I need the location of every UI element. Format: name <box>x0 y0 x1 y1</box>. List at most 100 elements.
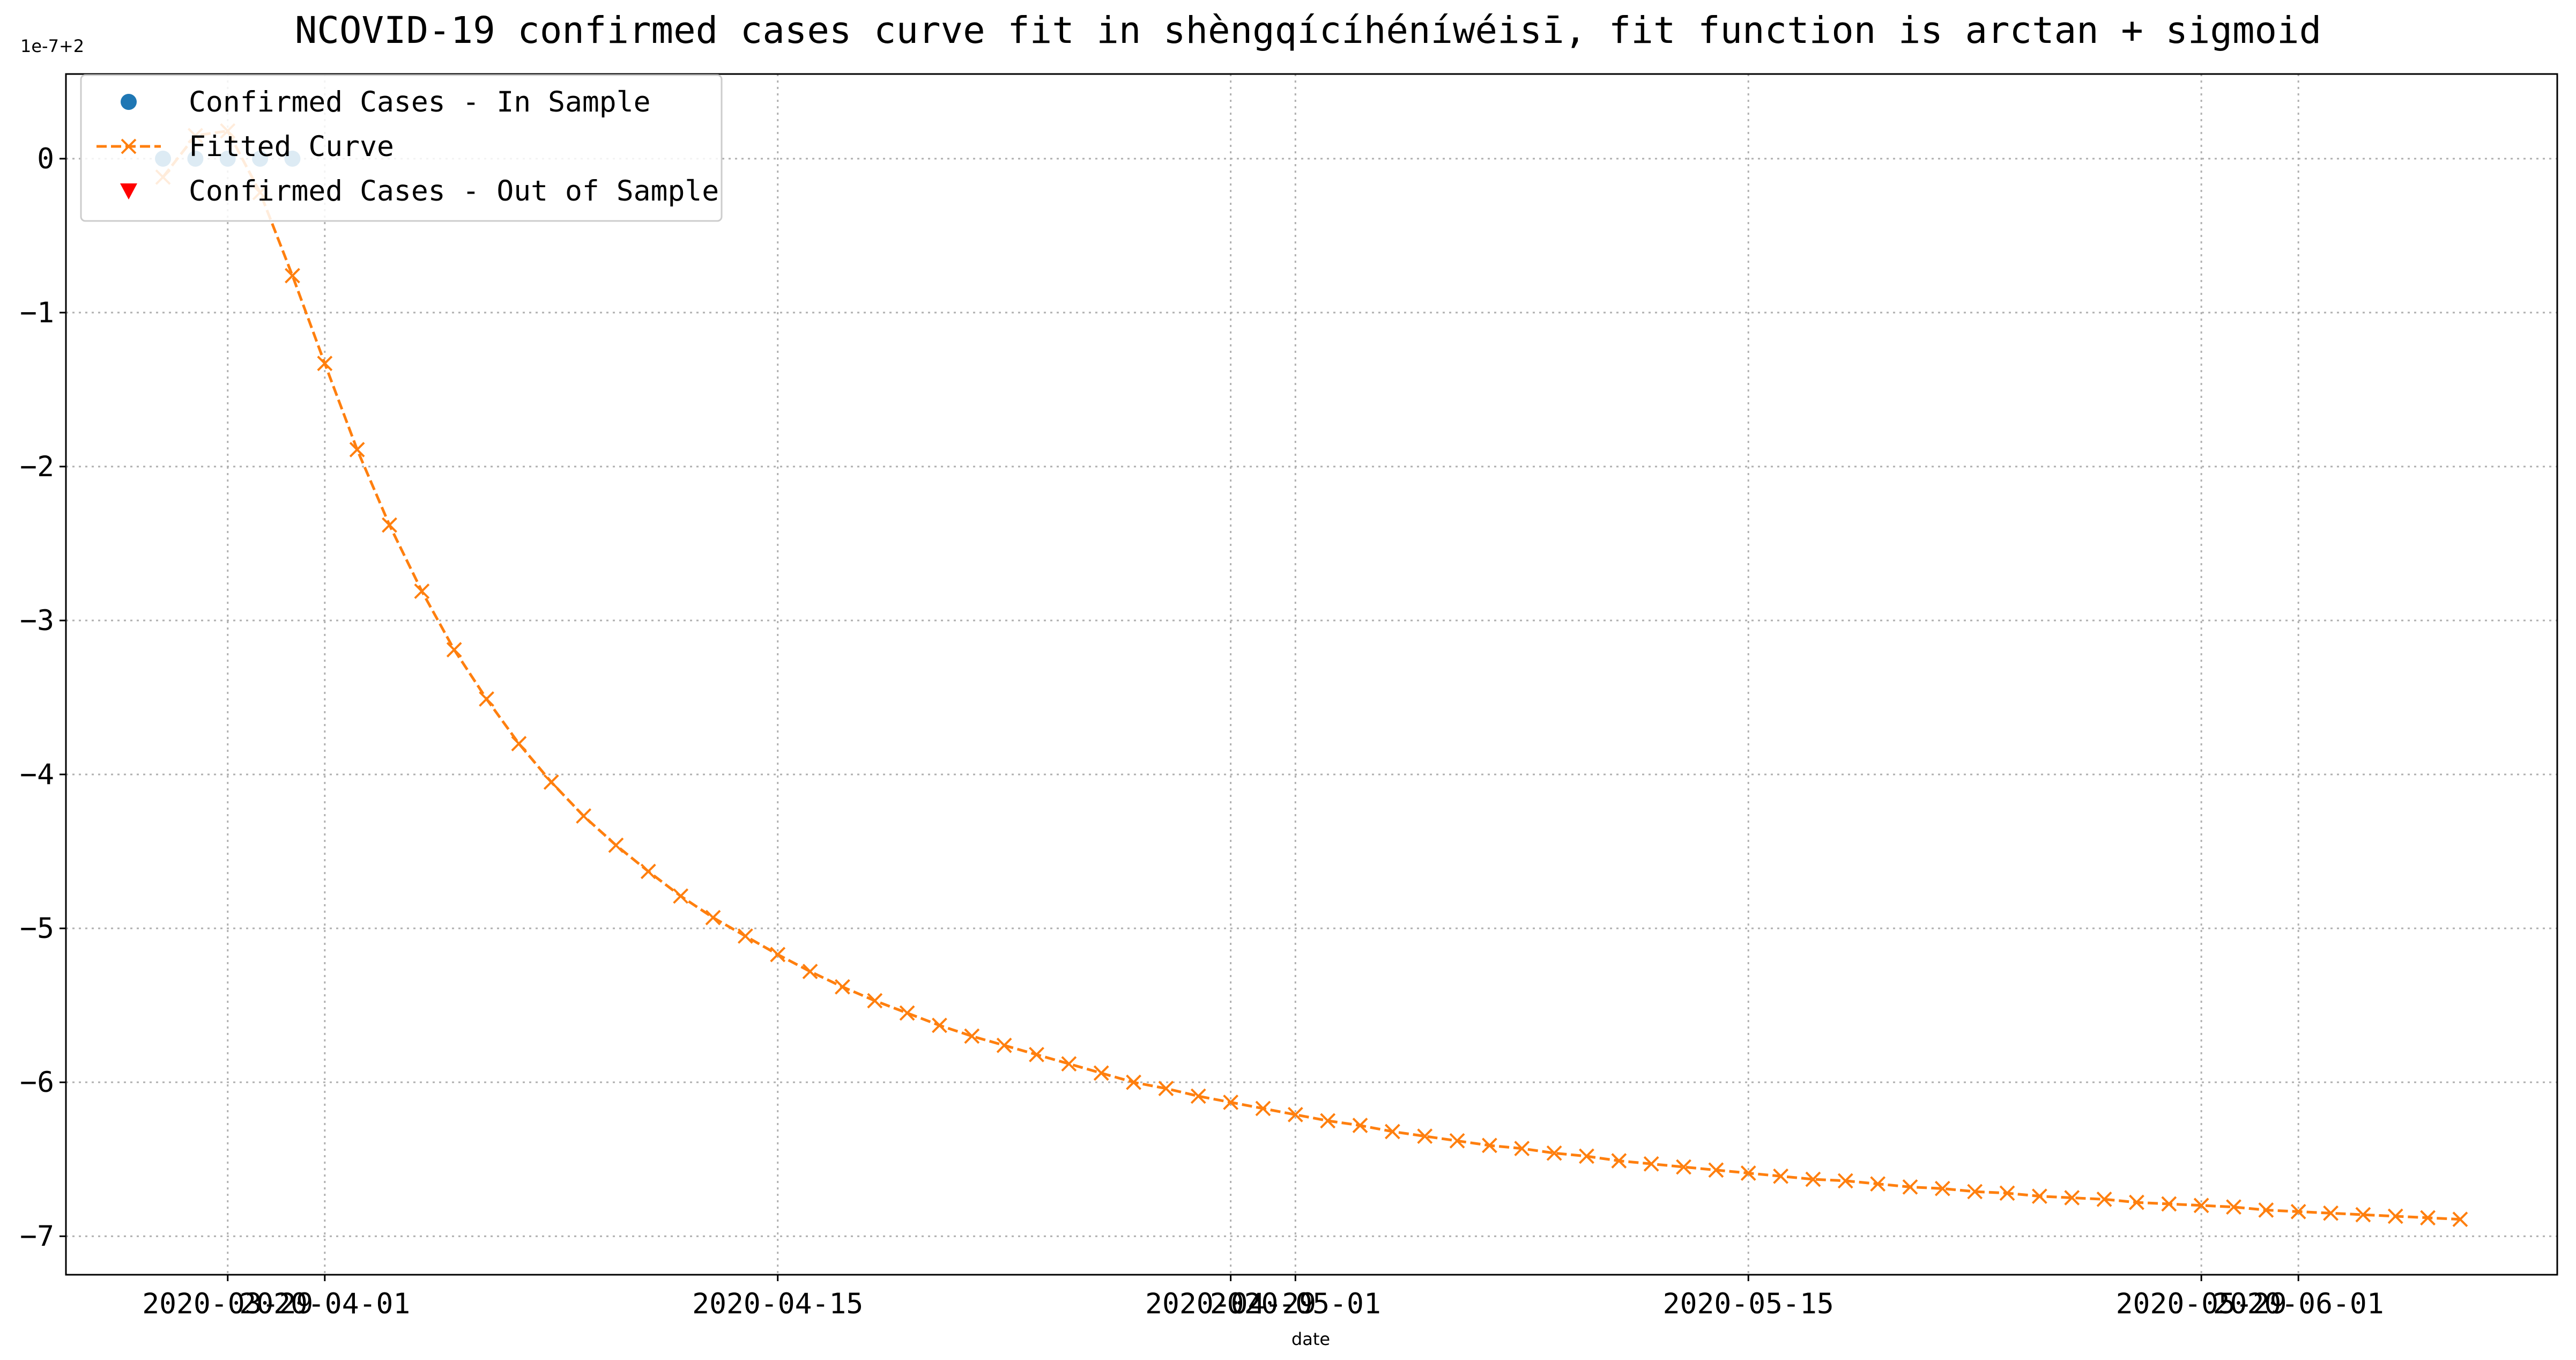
fitted-point <box>1126 1074 1141 1090</box>
fitted-point <box>2226 1199 2241 1215</box>
fitted-point <box>770 947 786 963</box>
fitted-point <box>1384 1124 1400 1140</box>
fitted-point <box>1417 1128 1433 1144</box>
fitted-point <box>705 910 721 926</box>
fitted-point <box>2096 1191 2112 1207</box>
fitted-point <box>2193 1198 2209 1214</box>
fitted-point <box>802 964 818 979</box>
fitted-point <box>1287 1107 1303 1122</box>
fitted-point <box>867 993 883 1009</box>
y-tick-label: 0 <box>37 143 54 175</box>
fitted-point <box>2420 1210 2436 1226</box>
fitted-point <box>737 928 753 944</box>
grid-lines <box>66 74 2557 1275</box>
fitted-point <box>1740 1165 1756 1181</box>
legend-label: Confirmed Cases - Out of Sample <box>189 175 719 208</box>
legend-marker-fitted-x <box>121 138 137 154</box>
fitted-point <box>1158 1081 1174 1097</box>
fitted-point <box>349 441 365 457</box>
y-tick-label: −3 <box>20 604 54 637</box>
legend-box <box>80 74 723 222</box>
fitted-point <box>1546 1145 1562 1161</box>
fitted-point <box>932 1017 947 1033</box>
axis-offset-label: 1e-7+2 <box>20 36 84 56</box>
fitted-point <box>511 736 527 752</box>
fitted-point <box>1676 1159 1691 1175</box>
y-tick-label: −5 <box>20 912 54 945</box>
fitted-point <box>2031 1188 2047 1204</box>
fitted-point <box>2387 1208 2403 1224</box>
fitted-point <box>2290 1203 2306 1219</box>
fitted-point <box>382 517 397 533</box>
y-tick-label: −7 <box>20 1220 54 1253</box>
y-tick-label: −2 <box>20 450 54 483</box>
legend-label: Fitted Curve <box>189 130 394 163</box>
fitted-point <box>1967 1184 1983 1200</box>
fitted-point <box>640 863 656 879</box>
legend-marker-out-sample <box>120 183 137 199</box>
fitted-point <box>1255 1100 1271 1117</box>
fitted-point <box>2064 1190 2080 1206</box>
plot-frame <box>65 73 2558 1276</box>
fitted-point <box>285 268 300 284</box>
legend-label: Confirmed Cases - In Sample <box>189 86 651 119</box>
fitted-point <box>1482 1137 1497 1154</box>
fitted-point <box>479 691 494 707</box>
fitted-point <box>1352 1118 1368 1133</box>
fitted-point <box>1579 1148 1594 1164</box>
fitted-point <box>1870 1176 1886 1192</box>
fitted-point <box>414 583 430 599</box>
fitted-point <box>2452 1211 2468 1228</box>
fitted-point <box>835 979 850 995</box>
fitted-point <box>996 1037 1012 1053</box>
x-tick-label: 2020-04-15 <box>692 1288 863 1320</box>
fitted-point <box>2129 1194 2144 1210</box>
y-tick-label: −1 <box>20 297 54 329</box>
fitted-point <box>1029 1047 1044 1062</box>
fitted-point <box>964 1028 980 1044</box>
fitted-point <box>1514 1141 1530 1157</box>
fitted-point <box>1449 1133 1465 1149</box>
fitted-point <box>1902 1179 1918 1195</box>
fitted-point <box>1223 1095 1239 1110</box>
fitted-point <box>1611 1153 1627 1169</box>
fitted-point <box>2323 1205 2339 1221</box>
fitted-point <box>446 642 462 657</box>
fitted-point <box>1708 1162 1724 1178</box>
fitted-point <box>899 1005 915 1021</box>
fitted-point <box>2161 1196 2177 1212</box>
fitted-point <box>1190 1088 1206 1104</box>
fitted-point <box>1320 1113 1336 1129</box>
fitted-point <box>576 808 592 824</box>
x-tick-label: 2020-04-29 <box>1145 1288 1316 1320</box>
x-tick-label: 2020-05-01 <box>1210 1288 1381 1320</box>
chart-title: NCOVID-19 confirmed cases curve fit in s… <box>295 9 2321 52</box>
fitted-point <box>1773 1168 1788 1184</box>
fitted-point <box>1805 1171 1821 1187</box>
fitted-point <box>2258 1202 2274 1218</box>
legend-marker-in-sample <box>121 94 137 110</box>
fitted-point <box>608 837 624 853</box>
fitted-point <box>673 888 689 904</box>
fitted-point <box>317 356 333 372</box>
y-tick-label: −6 <box>20 1066 54 1099</box>
fitted-point <box>1837 1173 1853 1189</box>
fitted-point <box>2355 1207 2371 1223</box>
legend: Confirmed Cases - In Sample Fitted Curve C… <box>80 74 723 222</box>
fitted-point <box>1999 1185 2015 1201</box>
fitted-point <box>1093 1065 1109 1081</box>
x-tick-label: 2020-03-29 <box>142 1288 313 1320</box>
fitted-point <box>1643 1156 1659 1172</box>
x-tick-label: 2020-04-01 <box>239 1288 410 1320</box>
x-tick-label: 2020-05-29 <box>2116 1288 2287 1320</box>
x-axis-label: date <box>1291 1329 1330 1349</box>
fitted-curve-line <box>162 129 2461 1221</box>
fitted-point <box>543 774 559 790</box>
fitted-point <box>1934 1180 1950 1196</box>
fitted-point <box>1061 1056 1077 1072</box>
x-tick-label: 2020-06-01 <box>2213 1288 2384 1320</box>
x-tick-label: 2020-05-15 <box>1663 1288 1834 1320</box>
y-tick-label: −4 <box>20 758 54 791</box>
